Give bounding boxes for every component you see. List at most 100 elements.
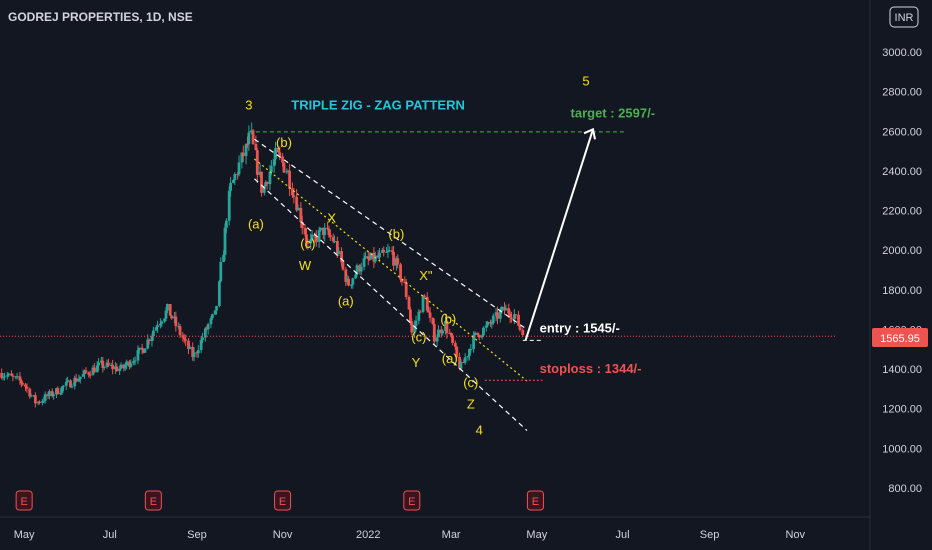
candle-body	[306, 242, 310, 244]
x-tick-label: May	[14, 529, 35, 541]
candle-body	[331, 237, 335, 242]
candle-body	[160, 321, 164, 324]
candle-body	[260, 171, 263, 193]
candle-body	[217, 281, 221, 306]
candle-body	[425, 296, 429, 311]
candle-body	[413, 325, 417, 333]
candle-body	[354, 274, 358, 279]
candle-body	[276, 148, 280, 153]
earnings-mark[interactable]	[403, 490, 421, 511]
candle-body	[455, 346, 459, 358]
candle-body	[387, 250, 391, 252]
projection-arrow[interactable]	[524, 128, 594, 341]
wave-label: (c)	[300, 236, 315, 251]
candle-body	[203, 328, 207, 338]
candle-body	[50, 391, 54, 397]
y-tick-label: 1200.00	[882, 404, 922, 416]
channel-mid-line[interactable]	[254, 158, 528, 382]
candle-body	[21, 383, 25, 385]
candle-body	[292, 195, 296, 197]
y-tick-label: 1800.00	[882, 285, 922, 297]
candle-body	[500, 306, 504, 312]
wave-label: Y	[412, 355, 421, 370]
candle-body	[33, 395, 37, 404]
candle-body	[128, 361, 131, 367]
candle-body	[70, 386, 74, 388]
candle-body	[480, 335, 484, 338]
candle-body	[462, 362, 466, 364]
wave-label: (a)	[338, 294, 354, 309]
candle-body	[125, 361, 129, 366]
wave-label: (b)	[388, 226, 404, 241]
candle-body	[246, 144, 249, 146]
candle-body	[222, 254, 225, 263]
candle-body	[91, 367, 95, 376]
earnings-mark[interactable]	[144, 490, 162, 511]
candle-body	[418, 311, 422, 313]
candle-body	[105, 362, 109, 367]
candle-body	[268, 171, 272, 185]
candle-body	[518, 325, 522, 330]
candle-body	[448, 332, 452, 334]
candle-body	[373, 255, 377, 262]
y-tick-label: 2200.00	[882, 206, 922, 218]
candle-body	[417, 311, 421, 321]
candle-body	[81, 374, 85, 377]
candle-body	[296, 207, 300, 211]
candle-body	[427, 310, 431, 313]
candle-body	[237, 162, 241, 175]
candle-body	[173, 316, 176, 319]
y-tick-label: 800.00	[888, 483, 922, 495]
candle-body	[368, 258, 372, 260]
candle-body	[369, 252, 373, 260]
candle-body	[88, 374, 92, 376]
candle-body	[36, 401, 40, 404]
chart-title: GODREJ PROPERTIES, 1D, NSE	[8, 10, 193, 24]
candle-body	[467, 349, 471, 357]
channel-upper-line[interactable]	[254, 138, 528, 330]
candle-body	[303, 228, 307, 235]
candle-body	[210, 314, 214, 319]
candle-body	[258, 171, 262, 175]
candle-body	[378, 252, 381, 258]
candle-body	[432, 324, 436, 342]
candle-body	[392, 251, 395, 266]
candle-body	[282, 162, 286, 173]
candle-body	[199, 340, 203, 351]
currency-badge[interactable]	[889, 6, 919, 28]
candle-body	[362, 258, 366, 267]
y-tick-label: 2400.00	[882, 166, 922, 178]
earnings-mark[interactable]	[15, 490, 33, 511]
candle-body	[38, 401, 41, 403]
candle-body	[43, 394, 47, 401]
y-tick-label: 2800.00	[882, 87, 922, 99]
candle-body	[229, 182, 233, 191]
candle-body	[489, 321, 492, 324]
candle-body	[477, 335, 481, 338]
candle-body	[310, 235, 314, 240]
earnings-mark-label: E	[279, 496, 286, 508]
candle-body	[46, 394, 50, 397]
candle-body	[359, 266, 363, 272]
candle-body	[133, 360, 137, 362]
candle-body	[504, 308, 508, 311]
candle-body	[344, 269, 348, 282]
candle-body	[184, 339, 188, 341]
candle-body	[191, 346, 195, 358]
candle-body	[323, 227, 327, 235]
earnings-mark[interactable]	[274, 490, 292, 511]
candle-body	[187, 340, 190, 349]
candle-body	[486, 321, 490, 326]
candle-body	[291, 188, 294, 196]
candle-body	[5, 375, 9, 377]
earnings-mark[interactable]	[526, 490, 544, 511]
candle-body	[195, 352, 199, 354]
channel-lower-line[interactable]	[254, 178, 528, 431]
candle-body	[164, 310, 168, 319]
candle-body	[386, 250, 390, 252]
candle-body	[150, 336, 154, 342]
